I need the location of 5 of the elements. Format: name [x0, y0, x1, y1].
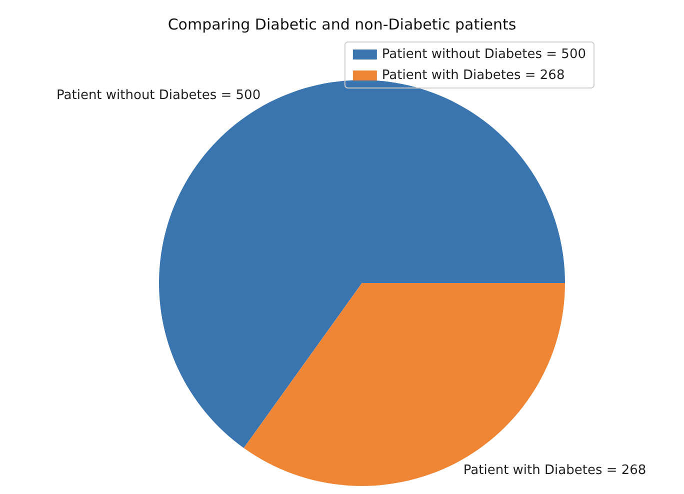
legend-label: Patient with Diabetes = 268	[382, 68, 565, 83]
slice-label: Patient without Diabetes = 500	[56, 88, 261, 103]
chart-title: Comparing Diabetic and non-Diabetic patients	[168, 16, 516, 34]
slice-label: Patient with Diabetes = 268	[463, 463, 646, 478]
legend-label: Patient without Diabetes = 500	[382, 47, 586, 62]
